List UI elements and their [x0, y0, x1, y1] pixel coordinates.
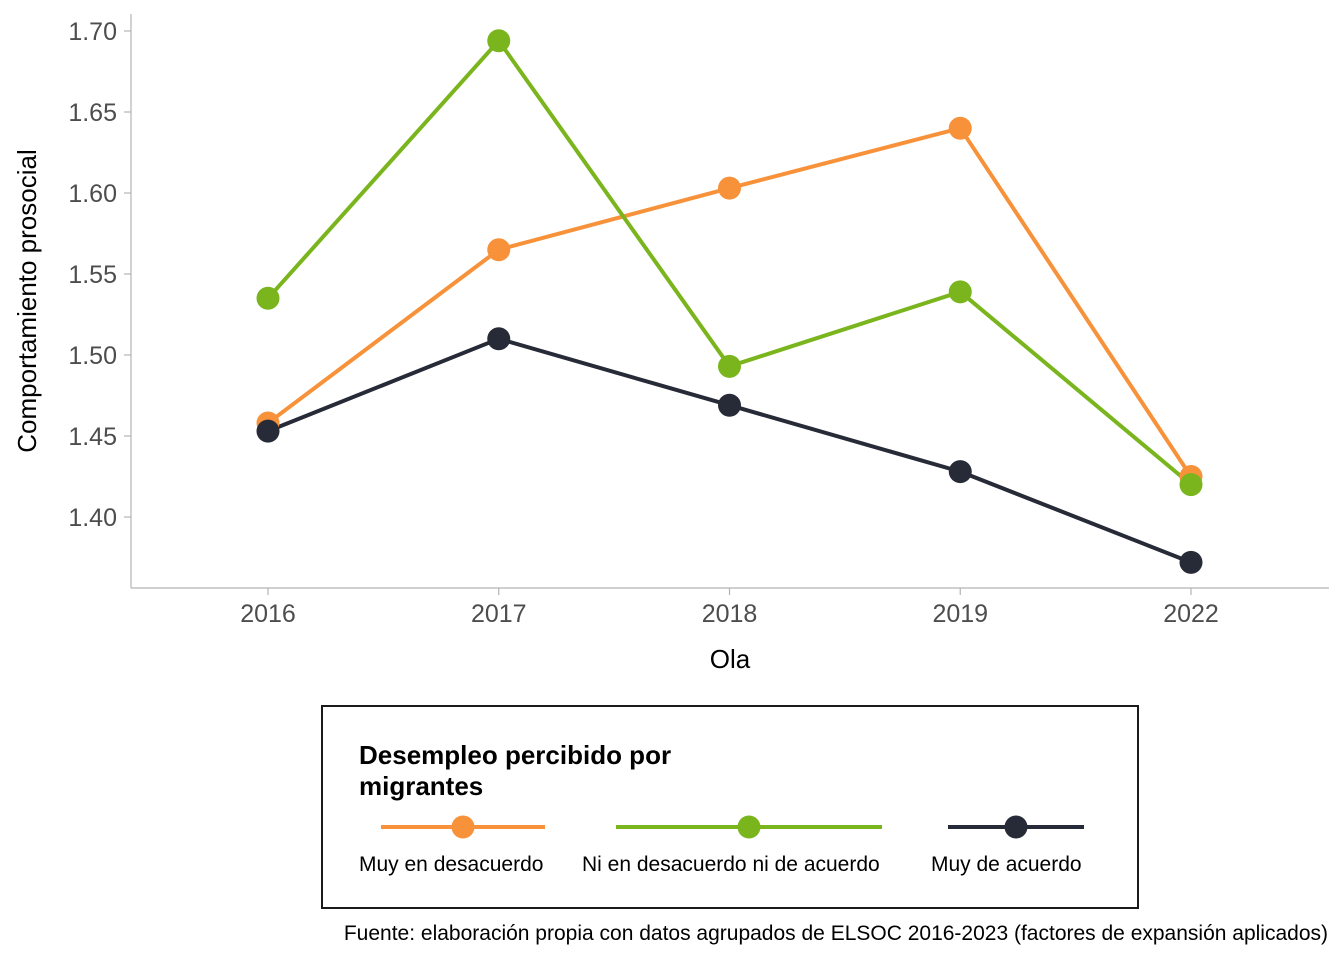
data-point [948, 460, 972, 484]
legend-items: Muy en desacuerdo Ni en desacuerdo ni de … [359, 815, 1084, 876]
data-point [948, 116, 972, 140]
data-point [718, 176, 741, 200]
x-tick-label: 2019 [932, 600, 988, 628]
legend-key-point [1004, 815, 1028, 839]
legend-key-point [737, 815, 761, 839]
data-point [487, 327, 511, 351]
data-point [1179, 550, 1203, 574]
legend-title-line2: migrantes [359, 771, 483, 801]
x-tick-label: 2022 [1163, 600, 1219, 628]
data-point [487, 29, 511, 53]
x-tick-label: 2018 [702, 600, 758, 628]
y-tick-label: 1.40 [68, 504, 117, 532]
axes: 1.401.451.501.551.601.651.70 2016 2017 201… [68, 14, 1329, 628]
data-point [256, 286, 280, 310]
legend-label: Muy en desacuerdo [359, 853, 543, 876]
x-tick-label: 2017 [471, 600, 527, 628]
series-points [256, 29, 1203, 574]
x-axis-title: Ola [710, 644, 751, 674]
series-lines [266, 38, 1193, 565]
y-tick-label: 1.60 [68, 180, 117, 208]
x-tick-label: 2016 [240, 600, 296, 628]
y-tick-label: 1.50 [68, 342, 117, 370]
y-tick-label: 1.45 [68, 423, 117, 451]
y-tick-label: 1.70 [68, 18, 117, 46]
legend: Desempleo percibido por migrantes Muy en… [321, 705, 1139, 909]
y-tick-label: 1.55 [68, 261, 117, 289]
caption: Fuente: elaboración propia con datos agr… [344, 922, 1328, 945]
data-point [487, 238, 511, 262]
data-point [718, 393, 741, 417]
legend-key-point [451, 815, 475, 839]
x-ticks: 2016 2017 2018 2019 2022 [240, 588, 1219, 628]
legend-title-line1: Desempleo percibido por [359, 740, 671, 770]
data-point [1179, 473, 1203, 497]
data-point [256, 419, 280, 443]
y-ticks: 1.40 1.45 1.50 1.55 1.60 1.65 1.70 [68, 18, 131, 532]
y-tick-label: 1.65 [68, 99, 117, 127]
data-point [718, 354, 741, 378]
legend-label: Ni en desacuerdo ni de acuerdo [582, 853, 880, 876]
legend-box [321, 705, 1139, 909]
y-axis-title: Comportamiento prosocial [12, 149, 42, 452]
legend-label: Muy de acuerdo [931, 853, 1082, 876]
data-point [948, 280, 972, 304]
series-line-2 [266, 38, 1193, 487]
